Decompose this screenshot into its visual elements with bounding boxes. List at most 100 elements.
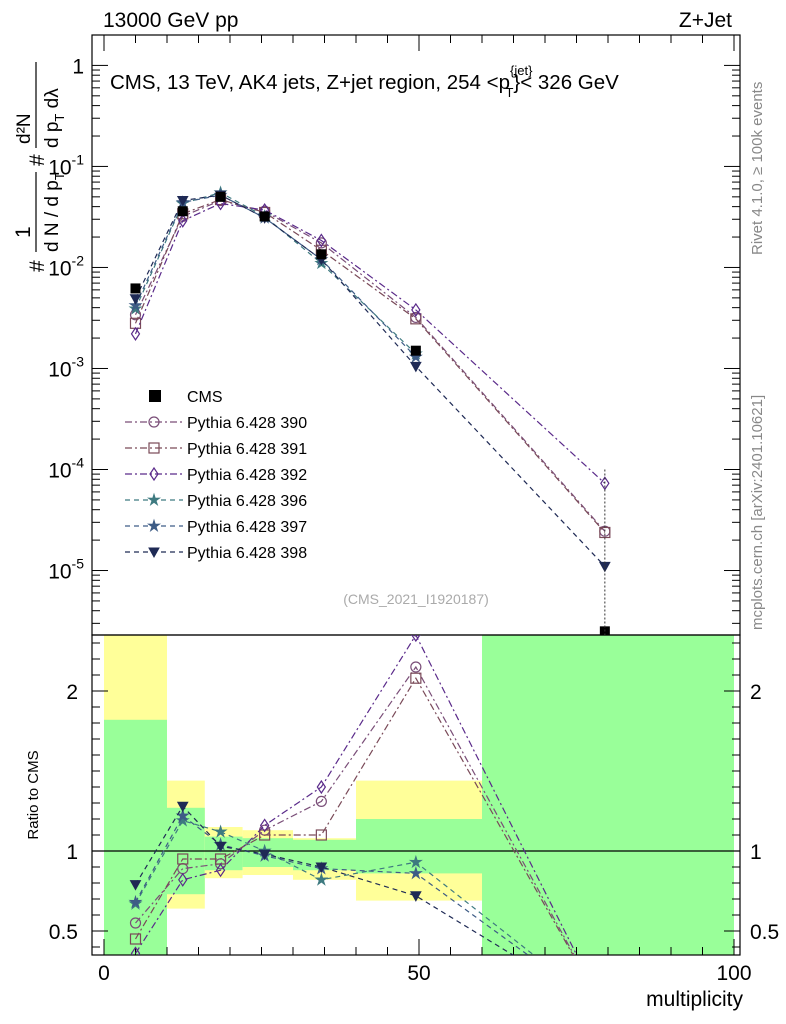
uncertainty-bands [92,635,740,955]
legend-marker-2 [149,466,159,482]
series-line-3 [134,192,417,355]
ratio-5-point-4 [315,862,328,874]
ylabel-den-2: d pT dλ [42,88,67,148]
legend-label-3: Pythia 6.428 396 [187,493,307,510]
legend-label-1: Pythia 6.428 391 [187,441,307,458]
analysis-watermark: (CMS_2021_I1920187) [343,591,489,607]
series-line-2 [134,202,606,484]
ratio-5-point-3 [258,849,271,861]
series-2-point-6 [600,476,610,491]
cms-point-0 [130,283,141,294]
cms-point-2 [215,191,226,202]
ratio-2-point-0 [130,946,141,955]
series-0-point-4 [315,237,327,249]
ratio-2-point-3 [259,818,270,833]
main-ytick-label-2: 10-3 [48,353,84,381]
ratio-3-point-5 [408,854,423,869]
ratio-2-point-1 [178,872,188,887]
ratio-ytick-label-right-0: 0.5 [750,921,779,944]
legend-marker-5 [148,547,160,559]
mcplots-label: mcplots.cern.ch [arXiv:2401.10621] [749,395,766,630]
main-ytick-label-1: 10-4 [48,454,84,482]
ratio-3-point-2 [213,824,228,838]
ratio-1-point-4 [315,829,327,841]
cms-point-5 [410,345,421,356]
ratio-ytick-label-left-2: 2 [66,681,78,704]
ratio-1-point-3 [259,829,271,841]
cms-point-3 [259,211,270,222]
xtick-label-1: 50 [407,962,430,985]
series-1-point-5 [410,313,422,325]
series-2-point-1 [178,213,188,228]
series-line-5 [134,194,606,567]
ratio-5-point-5 [410,891,422,902]
ratio-5-point-2 [214,841,227,853]
ylabel-hash-2: # [26,154,49,166]
legend-marker-3 [147,492,161,506]
ratio-ylabel: Ratio to CMS [25,750,42,839]
ratio-series-layer [128,635,578,955]
main-ylabel: # 1 d N / d pT # d²N d pT dλ [12,62,67,272]
ratio-5-point-0 [129,880,142,891]
ylabel-hash-1: # [26,260,49,272]
ratio-line-1 [134,677,574,955]
ratio-4-point-5 [408,866,423,880]
main-axis-ticks: 10-5 10-4 10-3 10-2 10-1 1 [48,34,740,624]
ylabel-num-2: d²N [14,113,35,144]
series-5-point-0 [129,294,142,305]
ratio-0-point-4 [315,795,327,808]
ratio-ytick-label-right-2: 2 [750,681,762,704]
xtick-label-2: 100 [716,962,751,985]
header-process-label: Z+Jet [679,9,732,32]
legend-label-0: Pythia 6.428 390 [187,415,307,432]
rivet-label: Rivet 4.1.0, ≥ 100k events [749,82,766,255]
ratio-1-point-0 [129,933,142,945]
ratio-5-point-1 [176,801,189,813]
ratio-ytick-label-right-1: 1 [750,841,762,864]
series-2-point-0 [130,326,141,341]
ratio-axis-ticks: 0.5 0.5 1 1 2 2 0 50 100 [49,642,779,985]
plot-title: CMS, 13 TeV, AK4 jets, Z+jet region, 254… [110,63,619,100]
cms-point-4 [316,249,327,260]
ratio-2-point-5 [411,635,421,643]
cms-point-1 [177,206,188,217]
green-band-6 [482,635,734,955]
legend-marker-4 [147,518,161,532]
series-2-point-4 [316,233,327,248]
header-energy-label: 13000 GeV pp [103,9,238,32]
green-band-2 [204,836,243,871]
legend-label-2: Pythia 6.428 392 [187,467,307,484]
legend-marker-0 [148,416,160,428]
ratio-ytick-label-left-0: 0.5 [49,921,78,944]
legend-marker-1 [148,442,160,454]
x-axis-label: multiplicity [646,988,743,1011]
ratio-2-point-4 [316,779,327,795]
series-line-4 [134,194,417,358]
ratio-0-point-0 [129,917,142,929]
series-4-point-0 [128,298,143,312]
ratio-1-point-5 [410,672,422,684]
ratio-ytick-label-left-1: 1 [66,841,78,864]
ylabel-den-1: d N / d pT [42,172,67,252]
series-5-point-5 [410,361,422,373]
ylabel-num-1: 1 [12,226,35,238]
legend-cms-marker [149,390,161,402]
main-series-layer [128,185,611,635]
ratio-1-point-1 [177,853,189,865]
main-ytick-label-3: 10-2 [48,252,84,280]
main-ytick-label-5: 1 [72,55,84,78]
ratio-2-point-2 [215,863,226,878]
xtick-label-0: 0 [98,962,110,985]
ratio-4-point-0 [128,894,143,909]
ratio-3-point-4 [314,872,329,886]
ratio-0-point-5 [410,661,422,673]
series-2-point-5 [411,302,421,317]
main-ytick-label-4: 10-1 [48,151,84,179]
legend-cms-label: CMS [187,389,223,406]
series-5-point-1 [176,196,189,207]
legend-label-4: Pythia 6.428 397 [187,519,307,536]
legend-label-5: Pythia 6.428 398 [187,545,307,562]
legend: CMS Pythia 6.428 390 Pythia 6.428 391 Pythi… [125,389,307,562]
main-ytick-label-0: 10-5 [48,556,84,584]
